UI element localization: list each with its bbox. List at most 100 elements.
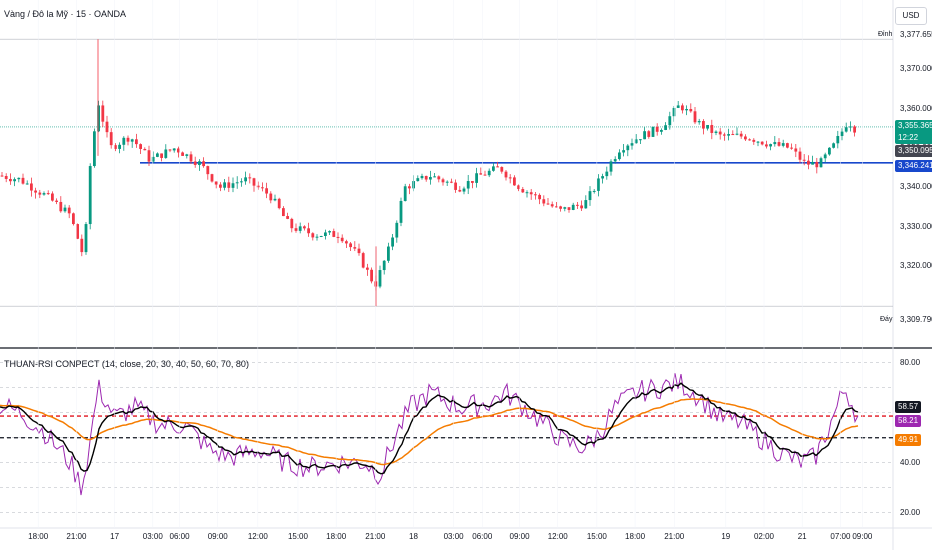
candle-body xyxy=(710,124,714,133)
candle-body xyxy=(849,126,852,128)
candle-body xyxy=(735,133,739,135)
rsi-tag-purple: 58.21 xyxy=(895,415,922,427)
candle-body xyxy=(647,131,651,137)
currency-button[interactable]: USD xyxy=(895,7,927,25)
candle-body xyxy=(437,176,441,180)
candle-body xyxy=(450,181,453,183)
time-tick: 06:00 xyxy=(472,532,493,541)
price-tick: 3,320.000 xyxy=(900,261,932,270)
candle-body xyxy=(240,181,243,183)
bar-countdown: 12:22 xyxy=(898,133,919,142)
candle-body xyxy=(101,105,105,122)
candle-body xyxy=(357,248,361,254)
candle-body xyxy=(223,182,226,188)
candle-body xyxy=(408,186,411,189)
candle-body xyxy=(122,137,126,145)
candle-body xyxy=(731,134,735,136)
candle-body xyxy=(513,177,516,186)
candle-body xyxy=(580,205,583,209)
prev-close-tag: 3,350.095 xyxy=(895,145,932,157)
candle-body xyxy=(706,124,709,129)
candle-body xyxy=(605,171,609,177)
candle-body xyxy=(714,131,718,133)
candle-body xyxy=(76,224,79,239)
candle-body xyxy=(471,181,474,183)
candle-body xyxy=(114,145,117,149)
time-tick: 03:00 xyxy=(142,532,163,541)
candle-body xyxy=(17,177,21,180)
time-tick: 18:00 xyxy=(326,532,347,541)
candle-body xyxy=(529,192,533,195)
candle-body xyxy=(832,143,835,148)
candle-body xyxy=(802,159,806,161)
candle-body xyxy=(303,226,306,229)
candle-body xyxy=(748,139,751,141)
candle-body xyxy=(634,139,638,144)
candle-body xyxy=(643,131,646,140)
candle-body xyxy=(315,236,319,238)
candle-body xyxy=(202,161,205,167)
candle-body xyxy=(559,206,562,209)
candle-body xyxy=(324,232,327,236)
candle-body xyxy=(689,108,693,112)
price-tick: 3,360.000 xyxy=(900,103,932,113)
candle-body xyxy=(181,152,184,156)
candle-body xyxy=(601,176,604,179)
symbol-title[interactable]: Vàng / Đô la Mỹ · 15 · OANDA xyxy=(4,9,127,19)
candle-body xyxy=(34,190,37,193)
rsi-slow-line xyxy=(0,398,859,466)
candle-body xyxy=(67,207,71,214)
candle-body xyxy=(504,171,508,178)
candle-body xyxy=(177,148,180,153)
indicator-title[interactable]: THUAN-RSI CONPECT (14, close, 20, 30, 40… xyxy=(4,359,249,369)
candle-body xyxy=(353,247,357,249)
candle-body xyxy=(227,182,231,188)
candle-body xyxy=(59,201,63,212)
candle-body xyxy=(769,144,772,147)
candle-body xyxy=(458,189,462,192)
candle-body xyxy=(387,246,390,261)
time-tick: 03:00 xyxy=(443,532,464,541)
candle-body xyxy=(164,149,168,158)
candle-body xyxy=(219,184,222,188)
candle-body xyxy=(424,175,428,180)
candle-body xyxy=(794,148,798,152)
candle-body xyxy=(462,188,466,192)
candle-body xyxy=(576,204,579,206)
time-tick: 21:00 xyxy=(66,532,87,541)
candle-body xyxy=(609,161,613,172)
candle-body xyxy=(235,182,239,184)
time-tick: 15:00 xyxy=(287,532,308,541)
candle-body xyxy=(109,132,113,146)
candle-body xyxy=(248,177,252,179)
candle-body xyxy=(517,185,520,190)
candle-body xyxy=(744,136,747,140)
candle-body xyxy=(693,111,697,123)
candle-body xyxy=(773,142,777,145)
candle-body xyxy=(853,126,856,133)
candle-body xyxy=(626,145,630,151)
candle-body xyxy=(231,183,235,188)
candle-body xyxy=(597,178,600,191)
candle-body xyxy=(193,161,197,165)
candle-body xyxy=(416,178,420,182)
candle-body xyxy=(588,191,592,201)
candle-body xyxy=(206,166,210,175)
price-tick: 3,340.000 xyxy=(900,182,932,192)
candle-body xyxy=(777,142,781,146)
candle-body xyxy=(252,178,256,186)
rsi-fast-line xyxy=(0,382,859,475)
candle-body xyxy=(676,105,680,108)
candle-body xyxy=(807,160,810,165)
time-tick: 02:00 xyxy=(753,532,775,541)
candle-body xyxy=(93,131,96,167)
candle-body xyxy=(349,243,352,248)
candle-body xyxy=(210,174,214,182)
candle-body xyxy=(244,177,247,182)
candle-body xyxy=(336,236,340,238)
candle-body xyxy=(840,131,844,136)
candle-body xyxy=(168,149,172,151)
rsi-line xyxy=(0,373,859,496)
candle-body xyxy=(265,188,268,194)
